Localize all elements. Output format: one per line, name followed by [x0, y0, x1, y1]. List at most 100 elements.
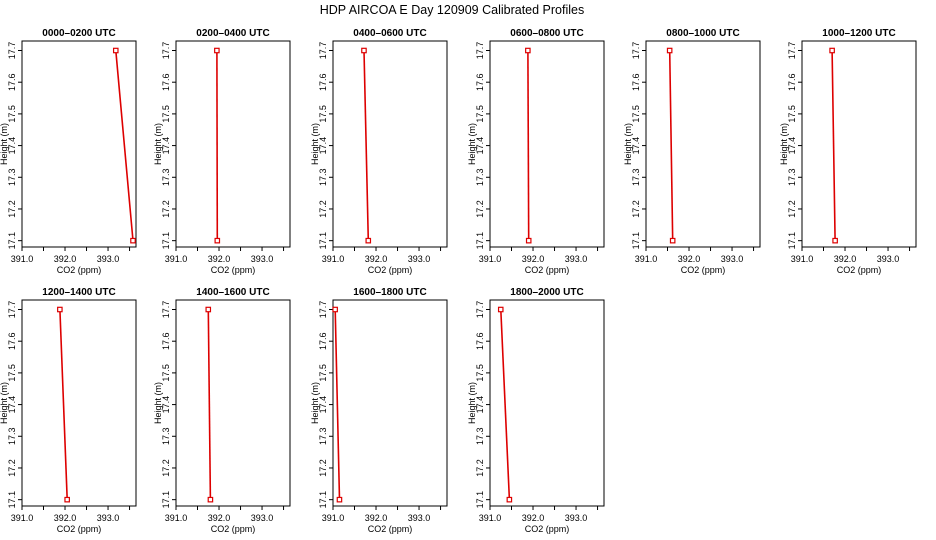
- profile-line: [831, 50, 836, 241]
- y-tick-label: 17.5: [318, 364, 328, 382]
- figure-title: HDP AIRCOA E Day 120909 Calibrated Profi…: [320, 3, 584, 17]
- data-point: [361, 47, 367, 54]
- x-tick-label: 391.0: [635, 254, 658, 264]
- data-point: [332, 306, 338, 313]
- x-tick-label: 393.0: [408, 254, 431, 264]
- y-tick-label: 17.1: [475, 232, 485, 250]
- y-tick-label: 17.6: [475, 73, 485, 91]
- x-tick-label: 392.0: [365, 254, 388, 264]
- panel-6: 1000–1200 UTC 391.0 392.0 393.0 17.1 17.2 17.3…: [779, 28, 917, 275]
- profile-line: [59, 309, 68, 500]
- y-tick-label: 17.7: [631, 42, 641, 60]
- x-tick-label: 391.0: [322, 254, 345, 264]
- x-tick-label: 391.0: [11, 513, 34, 523]
- data-point: [207, 496, 214, 503]
- panel-title: 1200–1400 UTC: [42, 287, 115, 298]
- data-point: [506, 496, 513, 503]
- x-tick-label: 393.0: [565, 254, 588, 264]
- y-tick-label: 17.5: [631, 105, 641, 123]
- y-tick-label: 17.4: [161, 137, 171, 155]
- profile-line: [207, 309, 212, 500]
- y-tick-label: 17.2: [475, 200, 485, 218]
- y-tick-label: 17.7: [787, 42, 797, 60]
- y-tick-label: 17.5: [787, 105, 797, 123]
- y-tick-label: 17.4: [475, 396, 485, 414]
- x-axis-label: CO2 (ppm): [211, 265, 256, 275]
- y-tick-label: 17.1: [161, 232, 171, 250]
- y-tick-label: 17.1: [475, 491, 485, 509]
- x-tick-label: 391.0: [165, 254, 188, 264]
- y-tick-label: 17.2: [7, 200, 17, 218]
- y-tick-label: 17.6: [7, 73, 17, 91]
- y-tick-label: 17.1: [318, 491, 328, 509]
- panel-title: 1600–1800 UTC: [353, 287, 426, 298]
- y-axis-label: Height (m): [623, 123, 633, 165]
- y-tick-label: 17.3: [318, 169, 328, 187]
- x-tick-label: 391.0: [11, 254, 34, 264]
- y-tick-label: 17.6: [475, 332, 485, 350]
- x-tick-label: 392.0: [522, 513, 545, 523]
- panel-3: 0400–0600 UTC 391.0 392.0 393.0 17.1 17.2 17.3…: [310, 28, 448, 275]
- profile-line: [363, 50, 370, 241]
- y-tick-label: 17.2: [631, 200, 641, 218]
- x-tick-label: 392.0: [522, 254, 545, 264]
- y-tick-label: 17.1: [161, 491, 171, 509]
- x-tick-label: 391.0: [322, 513, 345, 523]
- y-tick-label: 17.7: [161, 301, 171, 319]
- y-tick-label: 17.3: [787, 169, 797, 187]
- y-tick-label: 17.4: [631, 137, 641, 155]
- data-point: [130, 237, 136, 244]
- x-tick-label: 393.0: [251, 513, 274, 523]
- plot-frame: [489, 299, 605, 507]
- x-axis-label: CO2 (ppm): [525, 524, 570, 534]
- data-point: [525, 47, 531, 54]
- y-tick-label: 17.6: [318, 332, 328, 350]
- x-axis-label: CO2 (ppm): [211, 524, 256, 534]
- y-tick-label: 17.4: [475, 137, 485, 155]
- x-tick-label: 392.0: [54, 254, 77, 264]
- y-tick-label: 17.3: [7, 169, 17, 187]
- x-tick-label: 391.0: [479, 513, 502, 523]
- y-tick-label: 17.4: [7, 396, 17, 414]
- x-tick-label: 393.0: [251, 254, 274, 264]
- panel-title: 1000–1200 UTC: [822, 28, 895, 39]
- y-tick-label: 17.1: [318, 232, 328, 250]
- panel-1: 0000–0200 UTC 391.0 392.0 393.0 17.1 17.2 17.3…: [0, 28, 137, 275]
- data-point: [64, 496, 70, 503]
- x-tick-label: 392.0: [678, 254, 701, 264]
- y-tick-label: 17.6: [787, 73, 797, 91]
- data-point: [829, 47, 835, 54]
- x-tick-label: 392.0: [365, 513, 388, 523]
- y-tick-label: 17.4: [7, 137, 17, 155]
- y-tick-label: 17.2: [318, 459, 328, 477]
- x-axis-label: CO2 (ppm): [525, 265, 570, 275]
- y-tick-label: 17.3: [161, 428, 171, 446]
- x-tick-label: 393.0: [877, 254, 900, 264]
- y-tick-label: 17.1: [787, 232, 797, 250]
- y-tick-label: 17.1: [631, 232, 641, 250]
- profile-line: [527, 50, 530, 241]
- y-axis-label: Height (m): [467, 123, 477, 165]
- x-tick-label: 393.0: [565, 513, 588, 523]
- y-tick-label: 17.3: [161, 169, 171, 187]
- x-tick-label: 392.0: [834, 254, 857, 264]
- x-tick-label: 392.0: [208, 254, 231, 264]
- x-tick-label: 391.0: [791, 254, 814, 264]
- y-axis-label: Height (m): [310, 123, 320, 165]
- x-axis-label: CO2 (ppm): [57, 265, 102, 275]
- y-tick-label: 17.4: [787, 137, 797, 155]
- panel-title: 1400–1600 UTC: [196, 287, 269, 298]
- y-tick-label: 17.7: [7, 42, 17, 60]
- y-tick-label: 17.7: [475, 42, 485, 60]
- plot-frame: [175, 40, 291, 248]
- panel-title: 0000–0200 UTC: [42, 28, 115, 39]
- y-tick-label: 17.7: [318, 42, 328, 60]
- plot-frame: [175, 299, 291, 507]
- x-tick-label: 393.0: [97, 254, 120, 264]
- data-point: [497, 306, 504, 313]
- panel-4: 0600–0800 UTC 391.0 392.0 393.0 17.1 17.2 17.3…: [467, 28, 605, 275]
- panel-5: 0800–1000 UTC 391.0 392.0 393.0 17.1 17.2 17.3…: [623, 28, 761, 275]
- y-tick-label: 17.7: [161, 42, 171, 60]
- data-point: [214, 237, 221, 244]
